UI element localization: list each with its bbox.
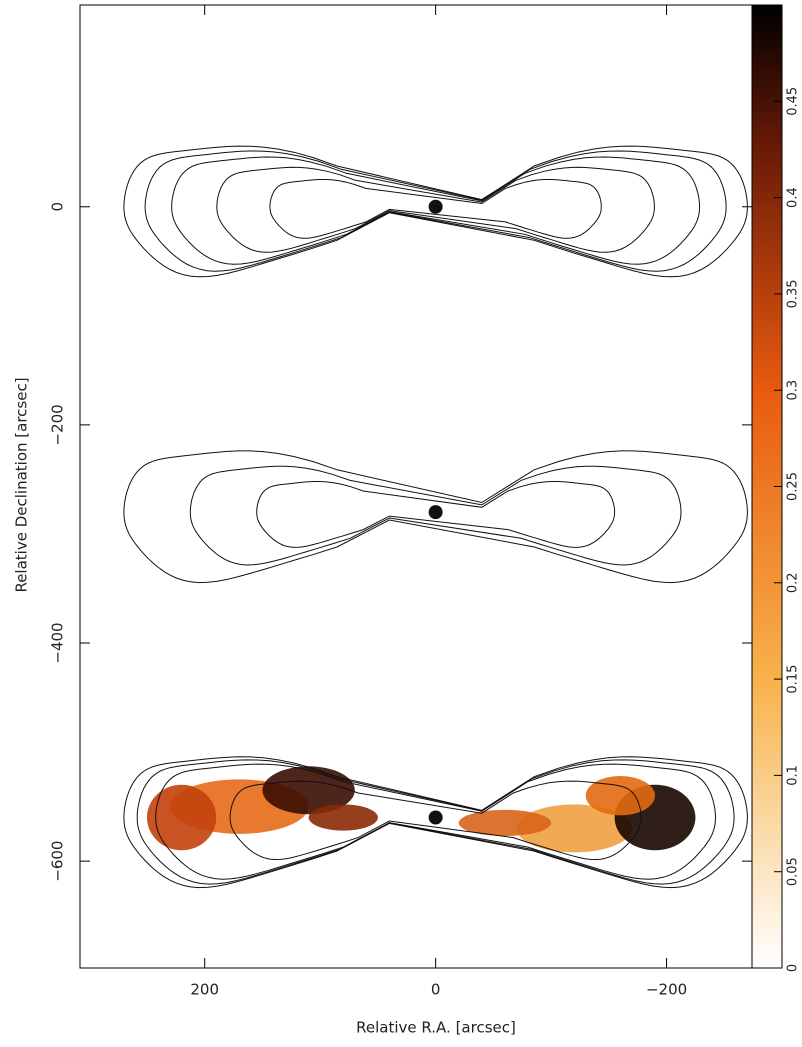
emission-blob	[308, 804, 378, 831]
core	[428, 810, 443, 825]
emission-blob	[458, 809, 552, 837]
contour	[171, 156, 701, 265]
x-tick-label: 0	[431, 981, 441, 999]
colorbar-tick-label: 0.35	[786, 279, 801, 308]
colorbar-tick-label: 0.4	[786, 187, 801, 208]
colorbar-tick-label: 0.45	[786, 87, 801, 116]
contour	[123, 145, 748, 278]
contour	[229, 780, 642, 861]
y-tick-label: −400	[49, 622, 67, 663]
y-tick-label: −200	[49, 404, 67, 445]
emission-blob	[146, 784, 217, 851]
colorbar-tick-label: 0	[786, 964, 801, 972]
emission-blob	[262, 766, 355, 815]
emission-blob	[585, 776, 656, 816]
emission-blob	[516, 804, 632, 853]
contour	[256, 481, 616, 548]
contour	[269, 179, 602, 239]
x-tick-label: 200	[190, 981, 219, 999]
contour	[155, 763, 717, 880]
y-tick-label: −600	[49, 841, 67, 882]
contour	[136, 759, 735, 885]
contour	[216, 166, 655, 253]
plot-area	[123, 145, 748, 889]
contour	[123, 450, 748, 584]
colorbar-tick-label: 0.15	[786, 665, 801, 694]
core	[428, 199, 443, 214]
colorbar-tick-label: 0.25	[786, 472, 801, 501]
contour	[123, 756, 748, 889]
x-axis-label: Relative R.A. [arcsec]	[356, 1019, 516, 1037]
core	[428, 505, 443, 520]
x-tick-label: −200	[646, 981, 687, 999]
y-axis-label: Relative Declination [arcsec]	[13, 377, 31, 592]
colorbar-tick-label: 0.3	[786, 380, 801, 401]
y-tick-label: 0	[49, 202, 67, 212]
colorbar-tick-label: 0.1	[786, 765, 801, 786]
contour	[144, 150, 727, 272]
contour	[189, 465, 682, 566]
colorbar-tick-label: 0.05	[786, 857, 801, 886]
colorbar-tick-label: 0.2	[786, 572, 801, 593]
